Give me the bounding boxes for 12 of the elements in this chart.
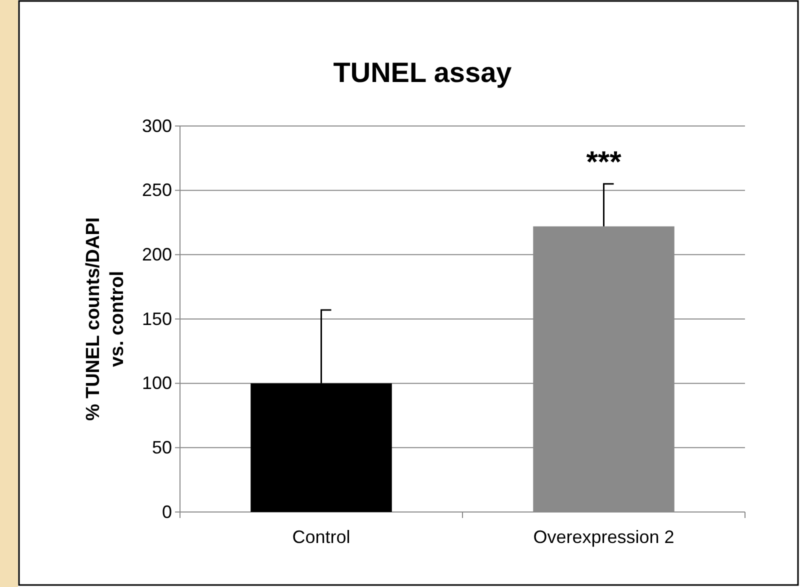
chart-title: TUNEL assay [333, 57, 512, 88]
y-tick-label: 0 [162, 502, 172, 522]
x-tick-label: Overexpression 2 [533, 526, 674, 547]
y-tick-label: 300 [142, 116, 172, 136]
annotation: *** [586, 146, 622, 179]
y-axis-title: % TUNEL counts/DAPI vs. control [83, 217, 128, 421]
y-tick-label: 200 [142, 244, 172, 264]
y-tick-label: 150 [142, 308, 172, 329]
y-tick-label: 50 [152, 437, 172, 458]
x-tick-label: Control [292, 526, 350, 547]
y-tick-label: 100 [142, 373, 172, 394]
y-tick-label: 250 [142, 180, 172, 200]
